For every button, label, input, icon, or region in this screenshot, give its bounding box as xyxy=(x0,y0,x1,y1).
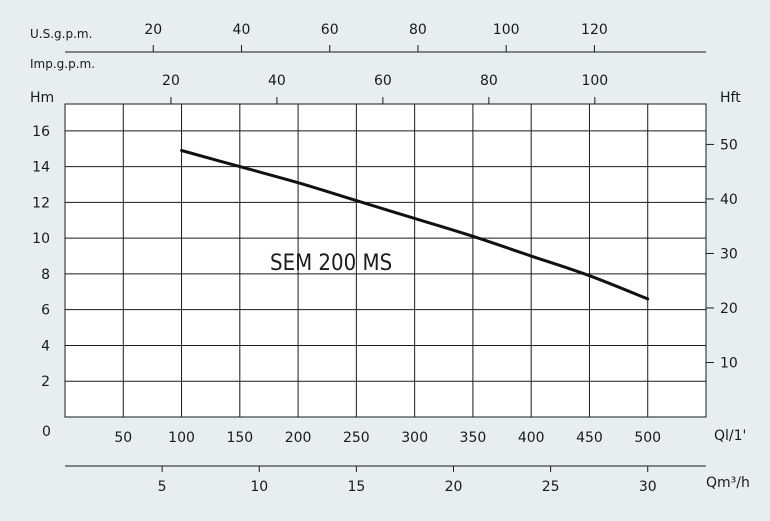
bottom-tick-label: 450 xyxy=(576,430,603,446)
bottom2-tick-label: 5 xyxy=(158,479,167,495)
top1-axis-label: U.S.g.p.m. xyxy=(30,27,92,41)
bottom2-tick-label: 30 xyxy=(639,479,657,495)
right-ticks: 10 20 30 40 50 xyxy=(706,137,738,371)
right-tick-label: 10 xyxy=(720,355,738,371)
right-tick-label: 40 xyxy=(720,192,738,208)
right-tick-label: 20 xyxy=(720,301,738,317)
bottom-tick-label: 200 xyxy=(285,430,312,446)
bottom-tick-label: 500 xyxy=(634,430,661,446)
top2-tick-label: 60 xyxy=(374,73,392,89)
bottom2-tick-label: 15 xyxy=(347,479,365,495)
bottom-axis-label: Ql/1' xyxy=(714,428,746,444)
left-tick-label: 14 xyxy=(32,160,50,176)
top2-tick-label: 40 xyxy=(268,73,286,89)
right-tick-label: 30 xyxy=(720,246,738,262)
bottom2-tick-label: 20 xyxy=(445,479,463,495)
top1-tick-label: 120 xyxy=(581,22,608,38)
bottom-tick-label: 300 xyxy=(401,430,428,446)
bottom2-tick-label: 25 xyxy=(542,479,560,495)
top1-tick-label: 40 xyxy=(233,22,251,38)
top2-tick-label: 100 xyxy=(581,73,608,89)
top2-tick-label: 80 xyxy=(480,73,498,89)
left-tick-label: 12 xyxy=(32,195,50,211)
origin-label: 0 xyxy=(42,424,51,440)
plot-area xyxy=(64,103,707,418)
left-axis-label: Hm xyxy=(30,90,54,106)
bottom-tick-label: 100 xyxy=(168,430,195,446)
performance-curve xyxy=(180,149,650,301)
bottom2-axis-label: Qm³/h xyxy=(706,475,750,491)
bottom-tick-label: 150 xyxy=(226,430,253,446)
top2-ticks: 20 40 60 80 100 xyxy=(162,73,608,104)
bottom-ticks: 50 100 150 200 250 300 350 400 450 500 xyxy=(114,430,661,446)
left-tick-label: 8 xyxy=(41,267,50,283)
top1-tick-label: 100 xyxy=(493,22,520,38)
bottom-tick-label: 350 xyxy=(460,430,487,446)
left-tick-label: 6 xyxy=(41,303,50,319)
left-tick-label: 2 xyxy=(41,374,50,390)
bottom-tick-label: 400 xyxy=(518,430,545,446)
left-tick-label: 16 xyxy=(32,124,50,140)
top1-ticks: 20 40 60 80 100 120 xyxy=(144,22,608,52)
left-tick-label: 4 xyxy=(41,338,50,354)
top1-tick-label: 20 xyxy=(144,22,162,38)
grid xyxy=(65,104,706,417)
right-axis-label: Hft xyxy=(720,90,741,106)
bottom-tick-label: 50 xyxy=(114,430,132,446)
curve-annotation: SEM 200 MS xyxy=(270,251,392,276)
bottom2-tick-label: 10 xyxy=(250,479,268,495)
top2-tick-label: 20 xyxy=(162,73,180,89)
bottom2-ticks: 5 10 15 20 25 30 xyxy=(158,466,657,495)
bottom-tick-label: 250 xyxy=(343,430,370,446)
top2-axis-label: Imp.g.p.m. xyxy=(30,57,95,71)
top1-tick-label: 80 xyxy=(409,22,427,38)
top1-tick-label: 60 xyxy=(321,22,339,38)
left-tick-label: 10 xyxy=(32,231,50,247)
left-ticks: 2 4 6 8 10 12 14 16 xyxy=(32,124,50,390)
right-tick-label: 50 xyxy=(720,137,738,153)
